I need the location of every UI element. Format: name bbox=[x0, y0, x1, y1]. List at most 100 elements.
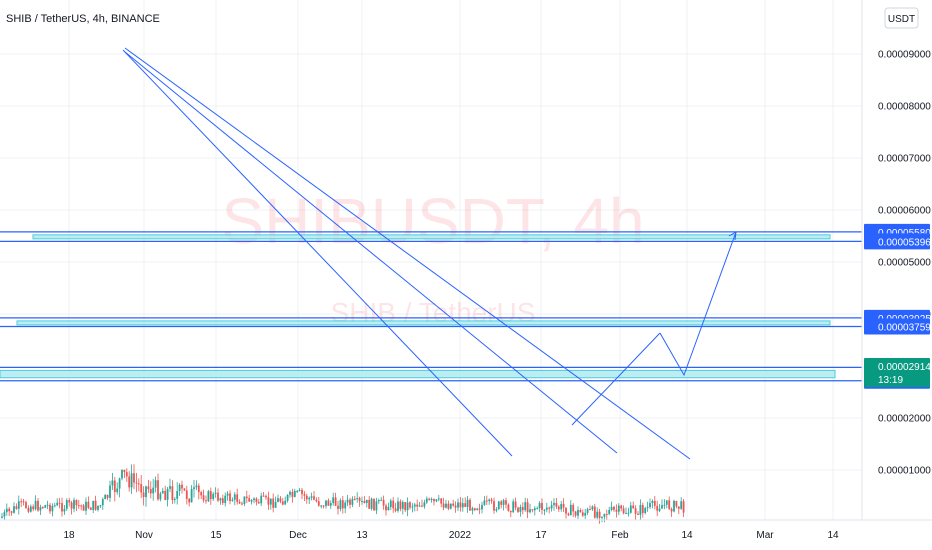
candle-body bbox=[425, 498, 428, 503]
candle-body bbox=[584, 512, 587, 516]
candle-body bbox=[449, 503, 452, 509]
candle-body bbox=[214, 492, 217, 494]
zone-price-label-bg bbox=[864, 233, 930, 250]
trendline[interactable] bbox=[124, 47, 691, 460]
candle-body bbox=[70, 502, 73, 509]
zone-box[interactable] bbox=[0, 369, 836, 379]
candle-body bbox=[461, 503, 464, 508]
candle-body bbox=[89, 507, 92, 510]
candle-body bbox=[625, 513, 627, 515]
candle-body bbox=[51, 505, 54, 512]
candle-body bbox=[413, 504, 416, 507]
candle-body bbox=[548, 507, 551, 509]
price-axis[interactable]: 0.00009000 0.00008000 0.00007000 0.00006000… bbox=[861, 0, 931, 520]
candle-body bbox=[632, 505, 635, 509]
candle-body bbox=[310, 496, 313, 498]
candle-body bbox=[195, 485, 198, 488]
candle-body bbox=[8, 508, 11, 512]
zone-price-label: 0.00005580 bbox=[878, 228, 931, 239]
zone-price-label: 0.00005396 bbox=[878, 237, 931, 248]
price-tick-label: 0.00009000 bbox=[878, 50, 931, 61]
candle-body bbox=[596, 511, 599, 518]
candle-body bbox=[3, 512, 6, 517]
candle-body bbox=[613, 506, 615, 510]
candle-body bbox=[25, 502, 27, 508]
support-resistance-zones[interactable] bbox=[0, 231, 862, 382]
candle-body bbox=[514, 501, 517, 508]
candle-body bbox=[644, 508, 647, 514]
candle-body bbox=[171, 486, 174, 501]
candle-body bbox=[176, 491, 179, 499]
currency-button[interactable]: USDT bbox=[884, 7, 919, 29]
projection-line[interactable] bbox=[659, 231, 737, 377]
candle-body bbox=[531, 509, 534, 511]
candle-body bbox=[197, 485, 200, 493]
candle-body bbox=[586, 509, 589, 513]
candle-body bbox=[656, 505, 659, 511]
candle-body bbox=[545, 507, 548, 510]
trendline[interactable] bbox=[122, 49, 513, 457]
candle-body bbox=[322, 505, 325, 507]
candle-body bbox=[159, 493, 162, 500]
candle-body bbox=[46, 504, 49, 506]
time-tick-label: Mar bbox=[756, 530, 774, 541]
trendline[interactable] bbox=[124, 51, 618, 454]
candle-body bbox=[493, 501, 495, 511]
candle-body bbox=[529, 509, 531, 513]
candle-body bbox=[308, 497, 311, 500]
candle-body bbox=[284, 500, 287, 505]
candle-body bbox=[538, 503, 541, 509]
candle-body bbox=[99, 505, 102, 507]
candle-body bbox=[173, 498, 176, 501]
candle-body bbox=[409, 502, 411, 508]
time-tick-label: 2022 bbox=[449, 530, 472, 541]
candle-body bbox=[229, 493, 231, 502]
candle-body bbox=[418, 505, 421, 507]
candle-body bbox=[361, 501, 363, 503]
time-tick-label: Dec bbox=[289, 530, 307, 541]
candle-body bbox=[128, 476, 131, 488]
candle-body bbox=[565, 507, 567, 514]
candle-body bbox=[68, 500, 71, 503]
candle-body bbox=[572, 504, 575, 512]
trendline[interactable] bbox=[571, 332, 661, 426]
candle-body bbox=[469, 499, 471, 511]
candle-body bbox=[274, 502, 277, 508]
projection-path[interactable] bbox=[659, 231, 737, 377]
candle-body bbox=[337, 505, 339, 509]
candle-body bbox=[37, 500, 39, 511]
candle-body bbox=[301, 489, 303, 495]
candle-body bbox=[27, 507, 30, 512]
candle-body bbox=[665, 500, 668, 505]
candle-body bbox=[373, 498, 375, 511]
candle-body bbox=[481, 504, 483, 510]
candle-body bbox=[485, 500, 488, 502]
candle-body bbox=[404, 502, 407, 511]
candle-body bbox=[675, 500, 678, 507]
candle-body bbox=[620, 505, 623, 509]
time-axis[interactable]: 18 Nov 15 Dec 13 2022 17 Feb 14 Mar 14 bbox=[0, 519, 932, 541]
candle-body bbox=[293, 490, 296, 497]
candle-body bbox=[682, 501, 685, 513]
currency-button-label[interactable]: USDT bbox=[888, 14, 915, 25]
zone-box[interactable] bbox=[32, 234, 831, 240]
candle-body bbox=[161, 490, 164, 494]
candle-body bbox=[260, 495, 263, 504]
candle-body bbox=[466, 499, 469, 507]
price-tick-label: 0.00005000 bbox=[878, 258, 931, 269]
candle-body bbox=[104, 494, 107, 500]
candle-body bbox=[365, 499, 368, 503]
candle-body bbox=[553, 502, 555, 506]
zone-box[interactable] bbox=[16, 320, 831, 326]
candle-body bbox=[118, 478, 121, 489]
candle-body bbox=[221, 498, 224, 504]
candle-body bbox=[121, 469, 123, 479]
candle-body bbox=[519, 507, 522, 512]
candle-body bbox=[416, 504, 419, 507]
trendlines[interactable] bbox=[122, 47, 691, 460]
candle-body bbox=[241, 503, 243, 505]
candle-body bbox=[562, 503, 565, 508]
candle-body bbox=[135, 482, 138, 484]
candle-body bbox=[137, 483, 140, 485]
candle-body bbox=[82, 505, 85, 511]
